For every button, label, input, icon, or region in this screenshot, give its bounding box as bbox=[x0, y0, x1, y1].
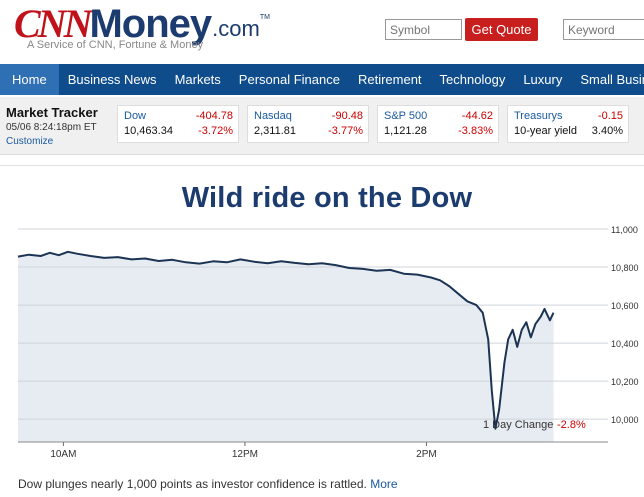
quote-box-nasdaq[interactable]: Nasdaq -90.48 2,311.81 -3.77% bbox=[247, 105, 369, 143]
divider bbox=[0, 165, 644, 166]
annotation-label: 1 Day Change bbox=[483, 419, 553, 431]
quote-percent: -3.72% bbox=[198, 125, 233, 137]
nav-item-business-news[interactable]: Business News bbox=[67, 72, 157, 87]
more-link[interactable]: More bbox=[370, 477, 398, 491]
quote-name: Treasurys bbox=[514, 110, 563, 122]
market-tracker: Market Tracker 05/06 8:24:18pm ET Custom… bbox=[0, 97, 644, 155]
quote-name: S&P 500 bbox=[384, 110, 428, 122]
get-quote-button[interactable]: Get Quote bbox=[465, 18, 538, 41]
dow-chart-svg: 11,000 10,800 10,600 10,400 10,200 10,000 10AM… bbox=[17, 225, 639, 460]
customize-link[interactable]: Customize bbox=[6, 136, 54, 147]
nav-item-home[interactable]: Home bbox=[0, 64, 59, 95]
nav-item-personal-finance[interactable]: Personal Finance bbox=[238, 72, 340, 87]
quote-yield: 3.40% bbox=[591, 125, 623, 137]
logo-tm: TM bbox=[259, 14, 270, 21]
cnnmoney-logo[interactable]: CNN Money .com TM bbox=[14, 1, 270, 46]
quote-value: 10,463.34 bbox=[124, 125, 173, 137]
dow-chart: 11,000 10,800 10,600 10,400 10,200 10,000 10AM… bbox=[0, 219, 644, 467]
series-line bbox=[17, 250, 555, 430]
quote-change: -90.48 bbox=[331, 110, 363, 122]
y-tick-label: 11,000 bbox=[611, 225, 638, 235]
nav-item-retirement[interactable]: Retirement bbox=[357, 72, 422, 87]
site-header: CNN Money .com TM A Service of CNN, Fort… bbox=[0, 0, 644, 64]
keyword-input[interactable] bbox=[563, 19, 644, 40]
quote-value: 2,311.81 bbox=[254, 125, 297, 137]
x-tick-label: 2PM bbox=[416, 449, 437, 460]
quote-box-dow[interactable]: Dow -404.78 10,463.34 -3.72% bbox=[117, 105, 239, 143]
symbol-input[interactable] bbox=[385, 19, 462, 40]
quote-value: 10-year yield bbox=[514, 125, 577, 137]
main-nav: Home Business News Markets Personal Fina… bbox=[0, 64, 644, 95]
quote-value: 1,121.28 bbox=[384, 125, 427, 137]
caption-text: Dow plunges nearly 1,000 points as inves… bbox=[18, 477, 367, 491]
quote-change: -0.15 bbox=[597, 110, 623, 122]
annotation-value: -2.8% bbox=[557, 419, 586, 431]
x-tick-label: 12PM bbox=[232, 449, 258, 460]
series-area-fill bbox=[18, 251, 554, 442]
y-tick-label: 10,600 bbox=[611, 301, 639, 311]
quote-percent: -3.77% bbox=[328, 125, 363, 137]
x-tick-label: 10AM bbox=[50, 449, 76, 460]
quote-box-sp500[interactable]: S&P 500 -44.62 1,121.28 -3.83% bbox=[377, 105, 499, 143]
nav-item-markets[interactable]: Markets bbox=[174, 72, 221, 87]
y-tick-label: 10,000 bbox=[611, 415, 639, 425]
logo-money: Money bbox=[89, 2, 212, 46]
nav-item-technology[interactable]: Technology bbox=[439, 72, 506, 87]
logo-cnn: CNN bbox=[14, 1, 92, 46]
market-tracker-timestamp: 05/06 8:24:18pm ET bbox=[6, 122, 97, 133]
nav-item-small-business[interactable]: Small Busin bbox=[580, 72, 644, 87]
quote-name: Dow bbox=[124, 110, 147, 122]
quote-name: Nasdaq bbox=[254, 110, 292, 122]
story-caption: Dow plunges nearly 1,000 points as inves… bbox=[18, 477, 398, 491]
y-tick-label: 10,400 bbox=[611, 339, 639, 349]
y-tick-label: 10,800 bbox=[611, 263, 639, 273]
page-title: Wild ride on the Dow bbox=[181, 182, 473, 214]
nav-item-luxury[interactable]: Luxury bbox=[523, 72, 563, 87]
logo-com: .com bbox=[212, 16, 260, 41]
quote-box-treasurys[interactable]: Treasurys -0.15 10-year yield 3.40% bbox=[507, 105, 629, 143]
quote-change: -44.62 bbox=[461, 110, 493, 122]
tagline: A Service of CNN, Fortune & Money bbox=[27, 39, 204, 51]
quote-change: -404.78 bbox=[195, 110, 233, 122]
market-tracker-title: Market Tracker bbox=[6, 105, 98, 120]
y-tick-label: 10,200 bbox=[611, 377, 639, 387]
quote-percent: -3.83% bbox=[458, 125, 493, 137]
